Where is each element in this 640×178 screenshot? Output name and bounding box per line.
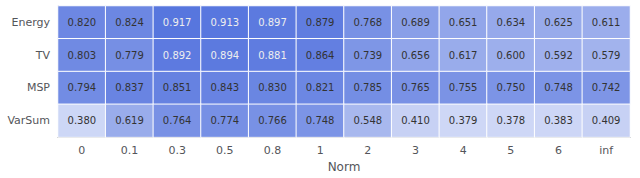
svg-text:0.881: 0.881 bbox=[258, 50, 287, 61]
svg-text:0.803: 0.803 bbox=[68, 50, 97, 61]
svg-text:0.656: 0.656 bbox=[401, 50, 430, 61]
svg-text:0.774: 0.774 bbox=[211, 115, 240, 126]
svg-text:2: 2 bbox=[364, 144, 371, 157]
svg-text:0.651: 0.651 bbox=[449, 17, 478, 28]
svg-text:3: 3 bbox=[412, 144, 419, 157]
svg-text:0.611: 0.611 bbox=[592, 17, 621, 28]
svg-text:0.824: 0.824 bbox=[115, 17, 144, 28]
svg-text:0.879: 0.879 bbox=[306, 17, 335, 28]
svg-text:MSP: MSP bbox=[27, 81, 50, 94]
svg-text:0.764: 0.764 bbox=[163, 115, 192, 126]
svg-text:0.689: 0.689 bbox=[401, 17, 430, 28]
svg-text:0.379: 0.379 bbox=[449, 115, 478, 126]
svg-text:0.750: 0.750 bbox=[497, 82, 526, 93]
svg-text:Norm: Norm bbox=[328, 160, 361, 174]
svg-text:0.837: 0.837 bbox=[115, 82, 144, 93]
svg-text:0.864: 0.864 bbox=[306, 50, 335, 61]
svg-text:0.768: 0.768 bbox=[354, 17, 383, 28]
svg-text:0.409: 0.409 bbox=[592, 115, 621, 126]
svg-text:Energy: Energy bbox=[11, 16, 50, 29]
svg-text:0.755: 0.755 bbox=[449, 82, 478, 93]
svg-text:0.617: 0.617 bbox=[449, 50, 478, 61]
svg-text:VarSum: VarSum bbox=[7, 114, 50, 127]
svg-text:0.794: 0.794 bbox=[68, 82, 97, 93]
svg-text:0: 0 bbox=[78, 144, 85, 157]
svg-text:0.600: 0.600 bbox=[497, 50, 526, 61]
svg-text:0.779: 0.779 bbox=[115, 50, 144, 61]
svg-text:0.5: 0.5 bbox=[216, 144, 234, 157]
svg-text:0.748: 0.748 bbox=[306, 115, 335, 126]
svg-text:5: 5 bbox=[507, 144, 514, 157]
svg-text:0.820: 0.820 bbox=[68, 17, 97, 28]
svg-text:0.625: 0.625 bbox=[544, 17, 573, 28]
svg-text:0.748: 0.748 bbox=[544, 82, 573, 93]
svg-text:0.917: 0.917 bbox=[163, 17, 192, 28]
svg-text:0.894: 0.894 bbox=[211, 50, 240, 61]
svg-text:6: 6 bbox=[555, 144, 562, 157]
svg-text:0.843: 0.843 bbox=[211, 82, 240, 93]
svg-text:0.897: 0.897 bbox=[258, 17, 287, 28]
svg-text:TV: TV bbox=[35, 49, 51, 62]
svg-text:0.8: 0.8 bbox=[264, 144, 282, 157]
svg-text:0.742: 0.742 bbox=[592, 82, 621, 93]
svg-text:0.821: 0.821 bbox=[306, 82, 335, 93]
svg-text:0.765: 0.765 bbox=[401, 82, 430, 93]
svg-text:0.851: 0.851 bbox=[163, 82, 192, 93]
svg-text:0.378: 0.378 bbox=[497, 115, 526, 126]
svg-text:4: 4 bbox=[460, 144, 467, 157]
svg-text:inf: inf bbox=[599, 144, 614, 157]
svg-text:0.830: 0.830 bbox=[258, 82, 287, 93]
svg-text:0.410: 0.410 bbox=[401, 115, 430, 126]
svg-text:0.380: 0.380 bbox=[68, 115, 97, 126]
svg-text:0.619: 0.619 bbox=[115, 115, 144, 126]
svg-text:0.634: 0.634 bbox=[497, 17, 526, 28]
svg-text:0.739: 0.739 bbox=[354, 50, 383, 61]
svg-text:0.579: 0.579 bbox=[592, 50, 621, 61]
svg-text:0.913: 0.913 bbox=[211, 17, 240, 28]
svg-text:0.785: 0.785 bbox=[354, 82, 383, 93]
svg-text:0.548: 0.548 bbox=[354, 115, 383, 126]
svg-text:1: 1 bbox=[317, 144, 324, 157]
svg-text:0.592: 0.592 bbox=[544, 50, 573, 61]
svg-text:0.3: 0.3 bbox=[168, 144, 186, 157]
svg-text:0.766: 0.766 bbox=[258, 115, 287, 126]
svg-text:0.1: 0.1 bbox=[121, 144, 139, 157]
svg-text:0.892: 0.892 bbox=[163, 50, 192, 61]
svg-text:0.383: 0.383 bbox=[544, 115, 573, 126]
